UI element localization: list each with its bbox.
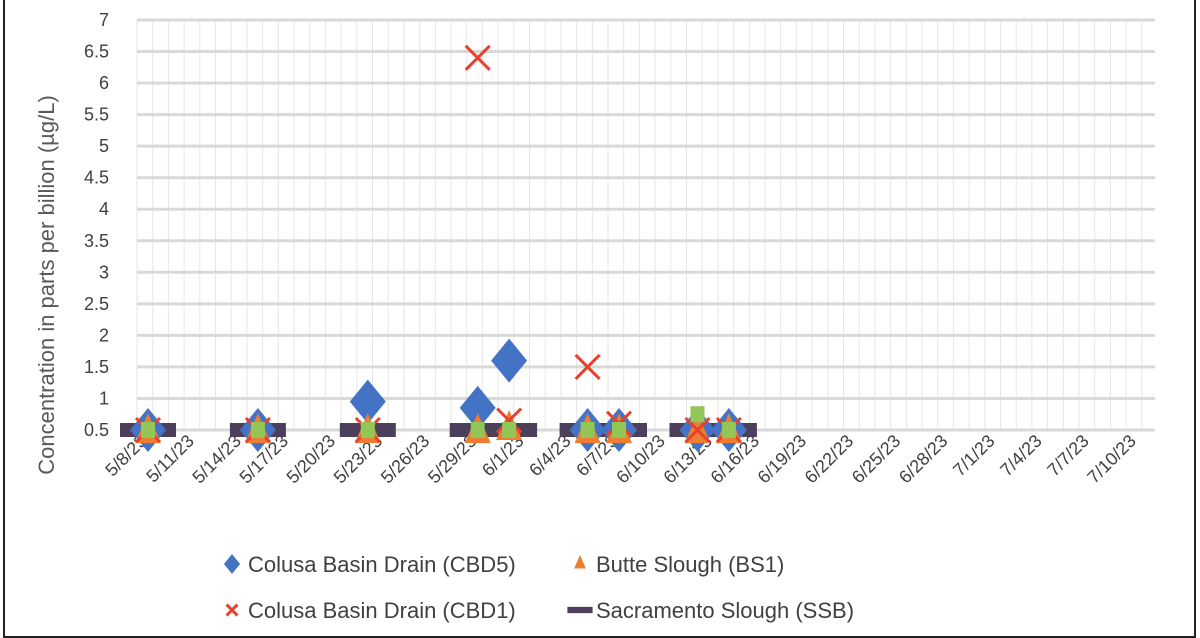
square-marker xyxy=(580,422,595,438)
data-point-diamond xyxy=(491,338,528,383)
square-marker xyxy=(721,422,736,438)
y-tick-label: 5 xyxy=(99,136,109,156)
x-tick-label: 7/1/23 xyxy=(949,431,999,481)
x-tick-label: 5/26/23 xyxy=(377,431,434,488)
legend-dash-icon xyxy=(567,606,593,614)
legend-item: Sacramento Slough (SSB) xyxy=(567,598,854,623)
y-tick-label: 4.5 xyxy=(84,168,109,188)
legend-item: Colusa Basin Drain (CBD5) xyxy=(223,552,516,577)
x-tick-label: 7/4/23 xyxy=(996,431,1046,481)
legend-label: Butte Slough (BS1) xyxy=(596,552,784,577)
data-point-square xyxy=(612,422,626,438)
data-point-x xyxy=(464,44,491,71)
y-tick-label: 5.5 xyxy=(84,105,109,125)
y-tick-label: 2.5 xyxy=(84,294,109,314)
x-tick-label: 6/19/23 xyxy=(754,431,811,488)
data-point-square xyxy=(721,422,736,438)
legend-diamond-icon xyxy=(223,554,241,574)
x-marker xyxy=(684,416,711,444)
diamond-marker xyxy=(349,379,386,424)
legend-x-icon xyxy=(225,603,239,617)
square-marker xyxy=(612,422,626,438)
square-marker xyxy=(470,422,485,438)
data-point-square xyxy=(502,422,517,438)
data-point-x xyxy=(684,416,711,444)
data-point-square xyxy=(470,422,485,438)
data-point-square xyxy=(250,422,265,438)
square-marker xyxy=(141,422,155,438)
data-point-x xyxy=(496,407,523,434)
y-tick-label: 4 xyxy=(99,199,109,219)
data-point-square xyxy=(690,406,705,423)
data-point-square xyxy=(360,422,375,438)
y-tick-label: 6 xyxy=(99,73,109,93)
data-point-diamond xyxy=(349,379,386,424)
y-tick-label: 7 xyxy=(99,10,109,30)
square-marker xyxy=(502,422,517,438)
data-point-square xyxy=(580,422,595,438)
x-tick-label: 6/4/23 xyxy=(525,431,575,481)
x-tick-label: 6/28/23 xyxy=(895,431,952,488)
data-point-square xyxy=(141,422,155,438)
legend-label: Colusa Basin Drain (CBD1) xyxy=(248,598,516,623)
square-marker xyxy=(360,422,375,438)
legend-triangle-icon xyxy=(574,555,586,569)
square-marker xyxy=(690,406,705,423)
y-tick-label: 3 xyxy=(99,262,109,282)
legend-label: Colusa Basin Drain (CBD5) xyxy=(248,552,516,577)
y-tick-label: 3.5 xyxy=(84,231,109,251)
y-tick-label: 0.5 xyxy=(84,420,109,440)
y-tick-label: 6.5 xyxy=(84,42,109,62)
x-tick-label: 5/20/23 xyxy=(283,431,340,488)
y-axis-title: Concentration in parts per billion (µg/L… xyxy=(34,95,59,475)
data-point-x xyxy=(574,353,601,380)
x-tick-label: 5/14/23 xyxy=(188,431,245,488)
x-tick-label: 6/22/23 xyxy=(801,431,858,488)
square-marker xyxy=(250,422,265,438)
y-tick-label: 2 xyxy=(99,325,109,345)
y-tick-label: 1 xyxy=(99,388,109,408)
diamond-marker xyxy=(491,338,528,383)
data-point-diamond xyxy=(459,385,496,430)
legend-label: Sacramento Slough (SSB) xyxy=(596,598,854,623)
x-marker xyxy=(464,44,491,71)
legend-item: Butte Slough (BS1) xyxy=(574,552,784,577)
x-tick-label: 6/25/23 xyxy=(848,431,905,488)
x-tick-label: 7/10/23 xyxy=(1083,431,1140,488)
x-marker xyxy=(496,407,523,434)
diamond-marker xyxy=(459,385,496,430)
y-tick-label: 1.5 xyxy=(84,357,109,377)
legend-item: Colusa Basin Drain (CBD1) xyxy=(225,598,516,623)
x-marker xyxy=(574,353,601,380)
